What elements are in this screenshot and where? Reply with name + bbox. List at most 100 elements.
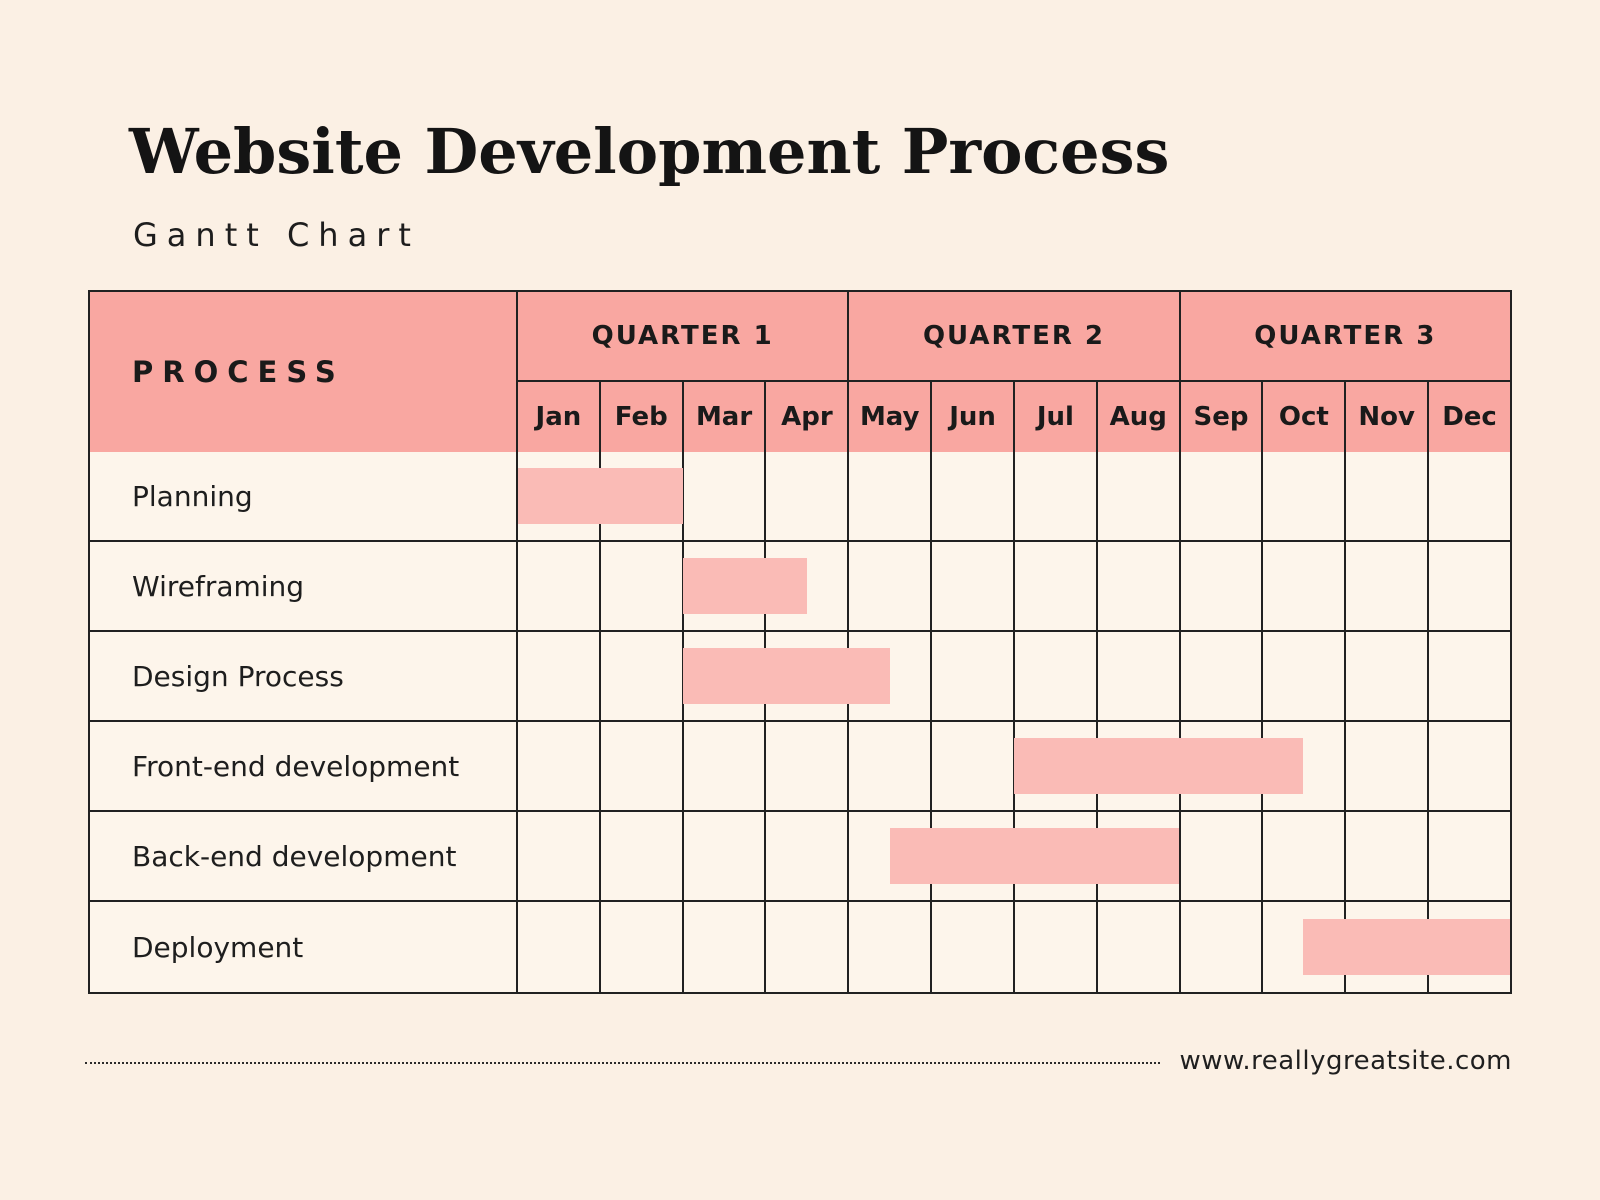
grid-cell: [1429, 542, 1510, 630]
gantt-header-right: QUARTER 1 QUARTER 2 QUARTER 3 Jan Feb Mar Apr…: [518, 292, 1510, 452]
task-label-cell: Back-end development: [90, 812, 518, 900]
grid-cell: [684, 452, 767, 540]
task-label-cell: Planning: [90, 452, 518, 540]
grid-cell: [1181, 632, 1264, 720]
task-label-cell: Design Process: [90, 632, 518, 720]
grid-cell: [932, 902, 1015, 992]
task-row: Planning: [90, 452, 1510, 542]
task-bar: [683, 648, 890, 704]
month-header-cell: Jul: [1015, 382, 1098, 452]
task-label-cell: Wireframing: [90, 542, 518, 630]
grid-cell: [518, 542, 601, 630]
grid-cell: [766, 722, 850, 810]
grid-cell: [1346, 812, 1430, 900]
task-bar: [518, 468, 684, 524]
grid-cell: [601, 902, 684, 992]
task-bar: [1303, 919, 1510, 975]
grid-cell: [1181, 902, 1264, 992]
grid-cell: [601, 632, 684, 720]
month-header-cell: Aug: [1098, 382, 1181, 452]
grid-cell: [684, 902, 767, 992]
grid-cell: [1346, 452, 1430, 540]
grid-cell: [601, 812, 684, 900]
month-header-cell: May: [849, 382, 933, 452]
task-row: Front-end development: [90, 722, 1510, 812]
page-title: Website Development Process: [129, 115, 1170, 188]
grid-cell: [1263, 722, 1347, 810]
month-header-cell: Feb: [601, 382, 684, 452]
grid-cell: [518, 902, 601, 992]
grid-cell: [1429, 632, 1510, 720]
grid-cell: [1263, 452, 1347, 540]
quarter-row: QUARTER 1 QUARTER 2 QUARTER 3: [518, 292, 1510, 382]
grid-cell: [849, 542, 933, 630]
task-label: Deployment: [132, 930, 304, 964]
month-header-cell: Jan: [518, 382, 601, 452]
month-row: Jan Feb Mar Apr May Jun Jul Aug Sep Oct Nov Dec: [518, 382, 1510, 452]
grid-cell: [766, 812, 850, 900]
grid-cell: [1346, 722, 1430, 810]
grid-cell: [1098, 812, 1181, 900]
task-label: Planning: [132, 479, 253, 513]
gantt-header: PROCESS QUARTER 1 QUARTER 2 QUARTER 3 Jan F…: [90, 292, 1510, 452]
grid-cell: [1015, 452, 1098, 540]
grid-cell: [1429, 812, 1510, 900]
month-header-cell: Apr: [766, 382, 850, 452]
grid-cell: [932, 542, 1015, 630]
grid-cell: [932, 452, 1015, 540]
grid-cell: [1429, 722, 1510, 810]
grid-cell: [684, 812, 767, 900]
page-subtitle: Gantt Chart: [133, 216, 420, 254]
process-header-cell: PROCESS: [90, 292, 518, 452]
grid-cell: [932, 632, 1015, 720]
grid-cell: [932, 722, 1015, 810]
month-header-cell: Nov: [1346, 382, 1430, 452]
task-label: Front-end development: [132, 749, 460, 783]
task-bar: [1014, 738, 1304, 794]
footer-website: www.reallygreatsite.com: [1179, 1046, 1512, 1076]
task-label: Design Process: [132, 659, 344, 693]
grid-cell: [849, 452, 933, 540]
task-timeline: [518, 542, 1510, 630]
footer-divider-line: [85, 1062, 1160, 1064]
gantt-body: Planning Wireframing Design Process Front-e…: [90, 452, 1510, 992]
grid-cell: [849, 632, 933, 720]
grid-cell: [849, 902, 933, 992]
month-header-cell: Sep: [1181, 382, 1264, 452]
grid-cell: [849, 722, 933, 810]
task-row: Design Process: [90, 632, 1510, 722]
month-header-cell: Mar: [684, 382, 767, 452]
task-row: Deployment: [90, 902, 1510, 992]
quarter-header-cell: QUARTER 2: [849, 292, 1181, 380]
grid-cell: [1346, 542, 1430, 630]
task-label-cell: Front-end development: [90, 722, 518, 810]
grid-cell: [518, 812, 601, 900]
month-header-cell: Oct: [1263, 382, 1347, 452]
quarter-header-cell: QUARTER 3: [1254, 321, 1437, 351]
gantt-table: PROCESS QUARTER 1 QUARTER 2 QUARTER 3 Jan F…: [88, 290, 1512, 994]
grid-cell: [1429, 452, 1510, 540]
grid-cell: [766, 542, 850, 630]
process-header-label: PROCESS: [132, 355, 345, 389]
task-row: Wireframing: [90, 542, 1510, 632]
grid-cell: [601, 542, 684, 630]
task-label: Back-end development: [132, 839, 457, 873]
grid-cell: [1015, 632, 1098, 720]
grid-cell: [1181, 452, 1264, 540]
grid-cell: [766, 902, 850, 992]
task-bar: [890, 828, 1180, 884]
grid-cell: [1346, 632, 1430, 720]
grid-cell: [1015, 542, 1098, 630]
task-label: Wireframing: [132, 569, 305, 603]
grid-cell: [684, 722, 767, 810]
month-header-cell: Dec: [1442, 402, 1497, 432]
grid-cell: [1015, 902, 1098, 992]
grid-cell: [1098, 632, 1181, 720]
quarter-header-cell: QUARTER 1: [518, 292, 850, 380]
grid-cell: [601, 722, 684, 810]
grid-cell: [1263, 632, 1347, 720]
grid-cell: [1263, 812, 1347, 900]
grid-cell: [518, 722, 601, 810]
grid-cell: [1098, 542, 1181, 630]
